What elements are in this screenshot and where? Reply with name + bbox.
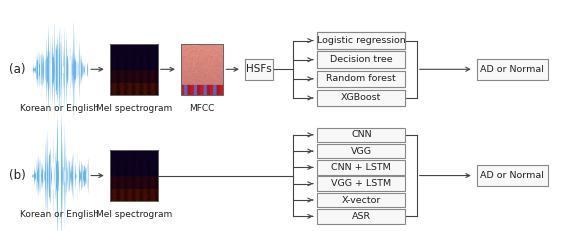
Text: Korean or English: Korean or English <box>20 104 99 113</box>
FancyBboxPatch shape <box>317 90 405 106</box>
FancyBboxPatch shape <box>317 209 405 224</box>
FancyBboxPatch shape <box>317 128 405 142</box>
FancyBboxPatch shape <box>317 52 405 68</box>
FancyBboxPatch shape <box>317 70 405 87</box>
Text: (a): (a) <box>9 63 25 76</box>
Text: Korean or English: Korean or English <box>20 210 99 219</box>
Text: X-vector: X-vector <box>341 195 381 204</box>
Text: ASR: ASR <box>352 212 371 221</box>
Text: MFCC: MFCC <box>189 104 215 113</box>
FancyBboxPatch shape <box>317 193 405 207</box>
FancyBboxPatch shape <box>245 59 273 80</box>
Text: VGG + LSTM: VGG + LSTM <box>331 179 391 188</box>
Text: Decision tree: Decision tree <box>330 55 393 64</box>
Text: AD or Normal: AD or Normal <box>480 171 544 180</box>
FancyBboxPatch shape <box>477 165 547 186</box>
FancyBboxPatch shape <box>317 70 405 87</box>
Text: VGG: VGG <box>351 147 372 156</box>
Text: CNN + LSTM: CNN + LSTM <box>331 163 391 172</box>
Text: (b): (b) <box>9 169 25 182</box>
FancyBboxPatch shape <box>477 59 547 80</box>
FancyBboxPatch shape <box>317 144 405 158</box>
FancyBboxPatch shape <box>317 90 405 106</box>
FancyBboxPatch shape <box>317 52 405 68</box>
Text: XGBoost: XGBoost <box>341 94 381 103</box>
FancyBboxPatch shape <box>317 176 405 191</box>
FancyBboxPatch shape <box>317 160 405 175</box>
Text: CNN: CNN <box>351 130 372 139</box>
Text: Mel spectrogram: Mel spectrogram <box>96 210 172 219</box>
Text: AD or Normal: AD or Normal <box>480 65 544 74</box>
FancyBboxPatch shape <box>317 32 405 49</box>
Text: Logistic regression: Logistic regression <box>317 36 406 45</box>
Text: Mel spectrogram: Mel spectrogram <box>96 104 172 113</box>
Text: HSFs: HSFs <box>246 64 272 74</box>
Text: Random forest: Random forest <box>327 74 396 83</box>
FancyBboxPatch shape <box>317 32 405 49</box>
